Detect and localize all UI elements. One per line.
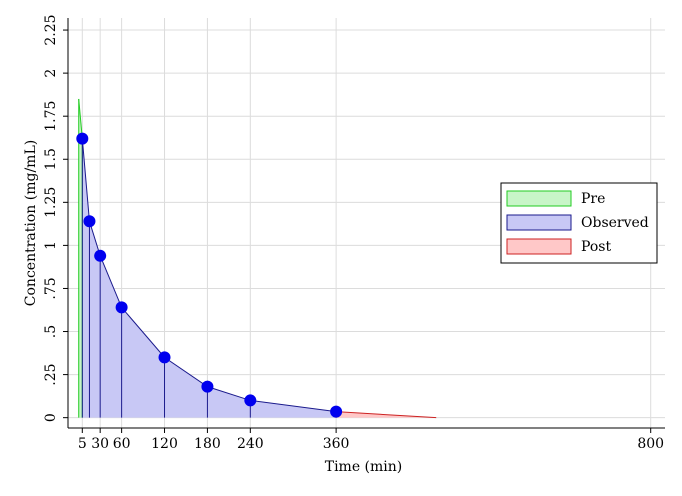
x-tick-label: 30: [91, 436, 109, 452]
x-tick-label: 800: [637, 436, 664, 452]
legend: Pre Observed Post: [500, 182, 658, 264]
y-tick-label: .5: [43, 325, 59, 338]
y-tick-label: .25: [43, 363, 59, 385]
x-tick-label: 120: [151, 436, 178, 452]
line-post: [336, 411, 437, 419]
data-point: [115, 301, 128, 314]
data-point: [158, 351, 171, 364]
x-tick-label: 240: [237, 436, 264, 452]
legend-swatch-pre: [506, 190, 572, 207]
x-tick-label: 360: [323, 436, 350, 452]
x-tick-label: 5: [78, 436, 87, 452]
data-point: [94, 249, 107, 262]
legend-label-pre: Pre: [581, 191, 605, 207]
x-axis-title: Time (min): [325, 459, 403, 475]
legend-label-observed: Observed: [581, 215, 649, 231]
area-observed: [82, 138, 337, 418]
data-point: [201, 380, 214, 393]
y-tick-label: 1: [43, 241, 59, 250]
x-tick-label: 60: [113, 436, 131, 452]
line-observed: [81, 138, 337, 413]
data-point: [76, 132, 89, 145]
data-markers: [76, 132, 343, 418]
y-tick-label: 1.25: [43, 187, 59, 218]
data-point: [244, 394, 257, 407]
y-tick-label: 1.5: [43, 148, 59, 170]
y-tick-label: 2.25: [43, 14, 59, 45]
series-lines: [78, 98, 437, 419]
y-tick-label: 1.75: [43, 101, 59, 132]
line-pre: [78, 98, 83, 139]
data-point: [83, 215, 96, 228]
y-tick-label: .75: [43, 277, 59, 299]
y-axis-title: Concentration (mg/mL): [23, 140, 39, 306]
axes: 0 .25 .5 .75 1 1.25 1.5 1.75 2 2.25 5 30 60 120 180 240…: [43, 14, 665, 452]
legend-swatch-observed: [506, 214, 572, 231]
legend-label-post: Post: [581, 239, 611, 255]
data-point: [330, 405, 343, 418]
y-tick-label: 0: [43, 413, 59, 422]
legend-swatch-post: [506, 238, 572, 255]
area-fills: [78, 98, 437, 418]
area-pre: [78, 98, 83, 418]
y-tick-label: 2: [43, 69, 59, 78]
x-tick-label: 180: [194, 436, 221, 452]
